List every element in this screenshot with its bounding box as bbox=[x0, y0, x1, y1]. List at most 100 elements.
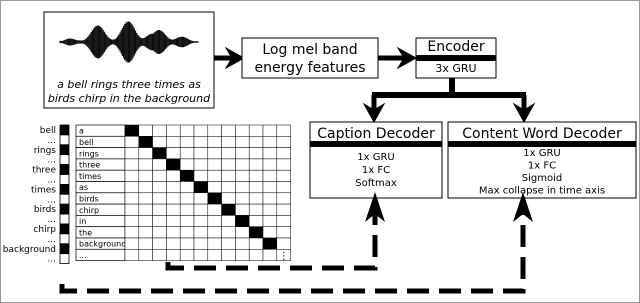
features-line: Log mel band bbox=[262, 42, 357, 58]
features-line: energy features bbox=[254, 60, 365, 76]
left-label: chirp bbox=[33, 225, 56, 235]
matrix-cell bbox=[235, 203, 250, 216]
matrix-cell bbox=[124, 203, 140, 216]
matrix-cell bbox=[248, 158, 264, 171]
matrix-cell bbox=[221, 158, 236, 171]
label-cell bbox=[59, 193, 70, 205]
audio-box bbox=[43, 11, 215, 109]
matrix-cell bbox=[235, 215, 250, 227]
label-cell bbox=[59, 253, 70, 264]
encoder-title: Encoder bbox=[427, 39, 484, 55]
matrix-cell bbox=[235, 158, 250, 171]
left-label: ... bbox=[47, 255, 56, 265]
matrix-cell bbox=[124, 181, 140, 194]
matrix-cell bbox=[124, 147, 140, 160]
matrix-cell bbox=[152, 158, 167, 171]
matrix-cell bbox=[166, 192, 181, 205]
matrix-cell bbox=[262, 226, 278, 239]
decoder-layer: Softmax bbox=[355, 178, 397, 189]
caption-line: birds chirp in the background bbox=[48, 92, 211, 105]
matrix-cell bbox=[193, 147, 209, 160]
word-label: chirp bbox=[79, 206, 99, 215]
matrix-cell bbox=[262, 237, 278, 250]
left-label: rings bbox=[34, 146, 57, 156]
matrix-cell bbox=[221, 249, 236, 261]
matrix-cell bbox=[221, 181, 236, 194]
matrix-cell bbox=[152, 192, 167, 205]
matrix-cell bbox=[235, 124, 250, 137]
matrix-cell bbox=[235, 226, 250, 239]
matrix-cell bbox=[124, 237, 140, 250]
matrix-cell bbox=[179, 124, 195, 137]
matrix-cell bbox=[248, 124, 264, 137]
arrows bbox=[214, 46, 536, 124]
matrix-cell bbox=[124, 158, 140, 171]
matrix-cell bbox=[221, 136, 236, 148]
encoder-bar bbox=[416, 55, 496, 61]
matrix-cell bbox=[248, 237, 264, 250]
matrix-cell bbox=[152, 237, 167, 250]
matrix-cell bbox=[248, 181, 264, 194]
matrix-cell bbox=[193, 192, 209, 205]
matrix-cell bbox=[262, 158, 278, 171]
matrix-cell bbox=[179, 237, 195, 250]
matrix-cell bbox=[221, 169, 236, 182]
matrix-cell bbox=[179, 181, 195, 194]
matrix-cell bbox=[166, 203, 181, 216]
matrix-cell bbox=[138, 136, 153, 148]
label-cell bbox=[59, 134, 70, 146]
matrix-cell bbox=[166, 226, 181, 239]
matrix-cell bbox=[207, 249, 222, 261]
caption-line: a bell rings three times as bbox=[57, 78, 201, 91]
matrix-cell bbox=[179, 158, 195, 171]
matrix-cell bbox=[248, 192, 264, 205]
matrix-cell bbox=[166, 249, 181, 261]
matrix-cell bbox=[138, 237, 153, 250]
label-cell bbox=[59, 203, 70, 215]
content-decoder-title: Content Word Decoder bbox=[462, 126, 622, 142]
matrix-cell bbox=[276, 192, 291, 205]
word-label: rings bbox=[79, 149, 99, 158]
matrix: bell...rings...three...times...birds...c… bbox=[3, 124, 291, 265]
matrix-cell bbox=[193, 237, 209, 250]
left-label: ... bbox=[47, 156, 56, 166]
label-cell bbox=[59, 223, 70, 235]
matrix-cell bbox=[221, 124, 236, 137]
waveform-path bbox=[59, 21, 199, 63]
matrix-cell bbox=[166, 215, 181, 227]
decoder-layer: 1x GRU bbox=[357, 152, 394, 163]
matrix-cell bbox=[276, 203, 291, 216]
matrix-cell bbox=[179, 203, 195, 216]
matrix-cell bbox=[276, 158, 291, 171]
matrix-cell bbox=[193, 169, 209, 182]
decoder-layer: 1x FC bbox=[528, 161, 556, 172]
matrix-cell bbox=[235, 249, 250, 261]
left-label: ... bbox=[47, 215, 56, 225]
matrix-cell bbox=[152, 181, 167, 194]
matrix-cell bbox=[152, 215, 167, 227]
matrix-cell bbox=[193, 215, 209, 227]
matrix-cell bbox=[207, 226, 222, 239]
waveform bbox=[59, 21, 199, 63]
matrix-cell bbox=[193, 136, 209, 148]
content-decoder-bar bbox=[448, 141, 636, 147]
matrix-cell bbox=[124, 169, 140, 182]
matrix-cell bbox=[152, 249, 167, 261]
matrix-cell bbox=[152, 169, 167, 182]
matrix-cell bbox=[262, 136, 278, 148]
matrix-cell bbox=[152, 203, 167, 216]
left-label: birds bbox=[34, 205, 56, 215]
decoder-layer: Sigmoid bbox=[522, 173, 562, 184]
encoder-layer: 3x GRU bbox=[435, 62, 476, 75]
word-label: the bbox=[79, 228, 92, 237]
matrix-cell bbox=[166, 124, 181, 137]
left-label: ... bbox=[47, 235, 56, 245]
matrix-cell bbox=[179, 226, 195, 239]
matrix-cell bbox=[207, 215, 222, 227]
word-label: bell bbox=[79, 138, 93, 147]
word-label: ... bbox=[79, 251, 87, 260]
word-label: as bbox=[79, 183, 88, 192]
content-decoder-box bbox=[447, 121, 637, 199]
matrix-cell bbox=[262, 249, 278, 261]
